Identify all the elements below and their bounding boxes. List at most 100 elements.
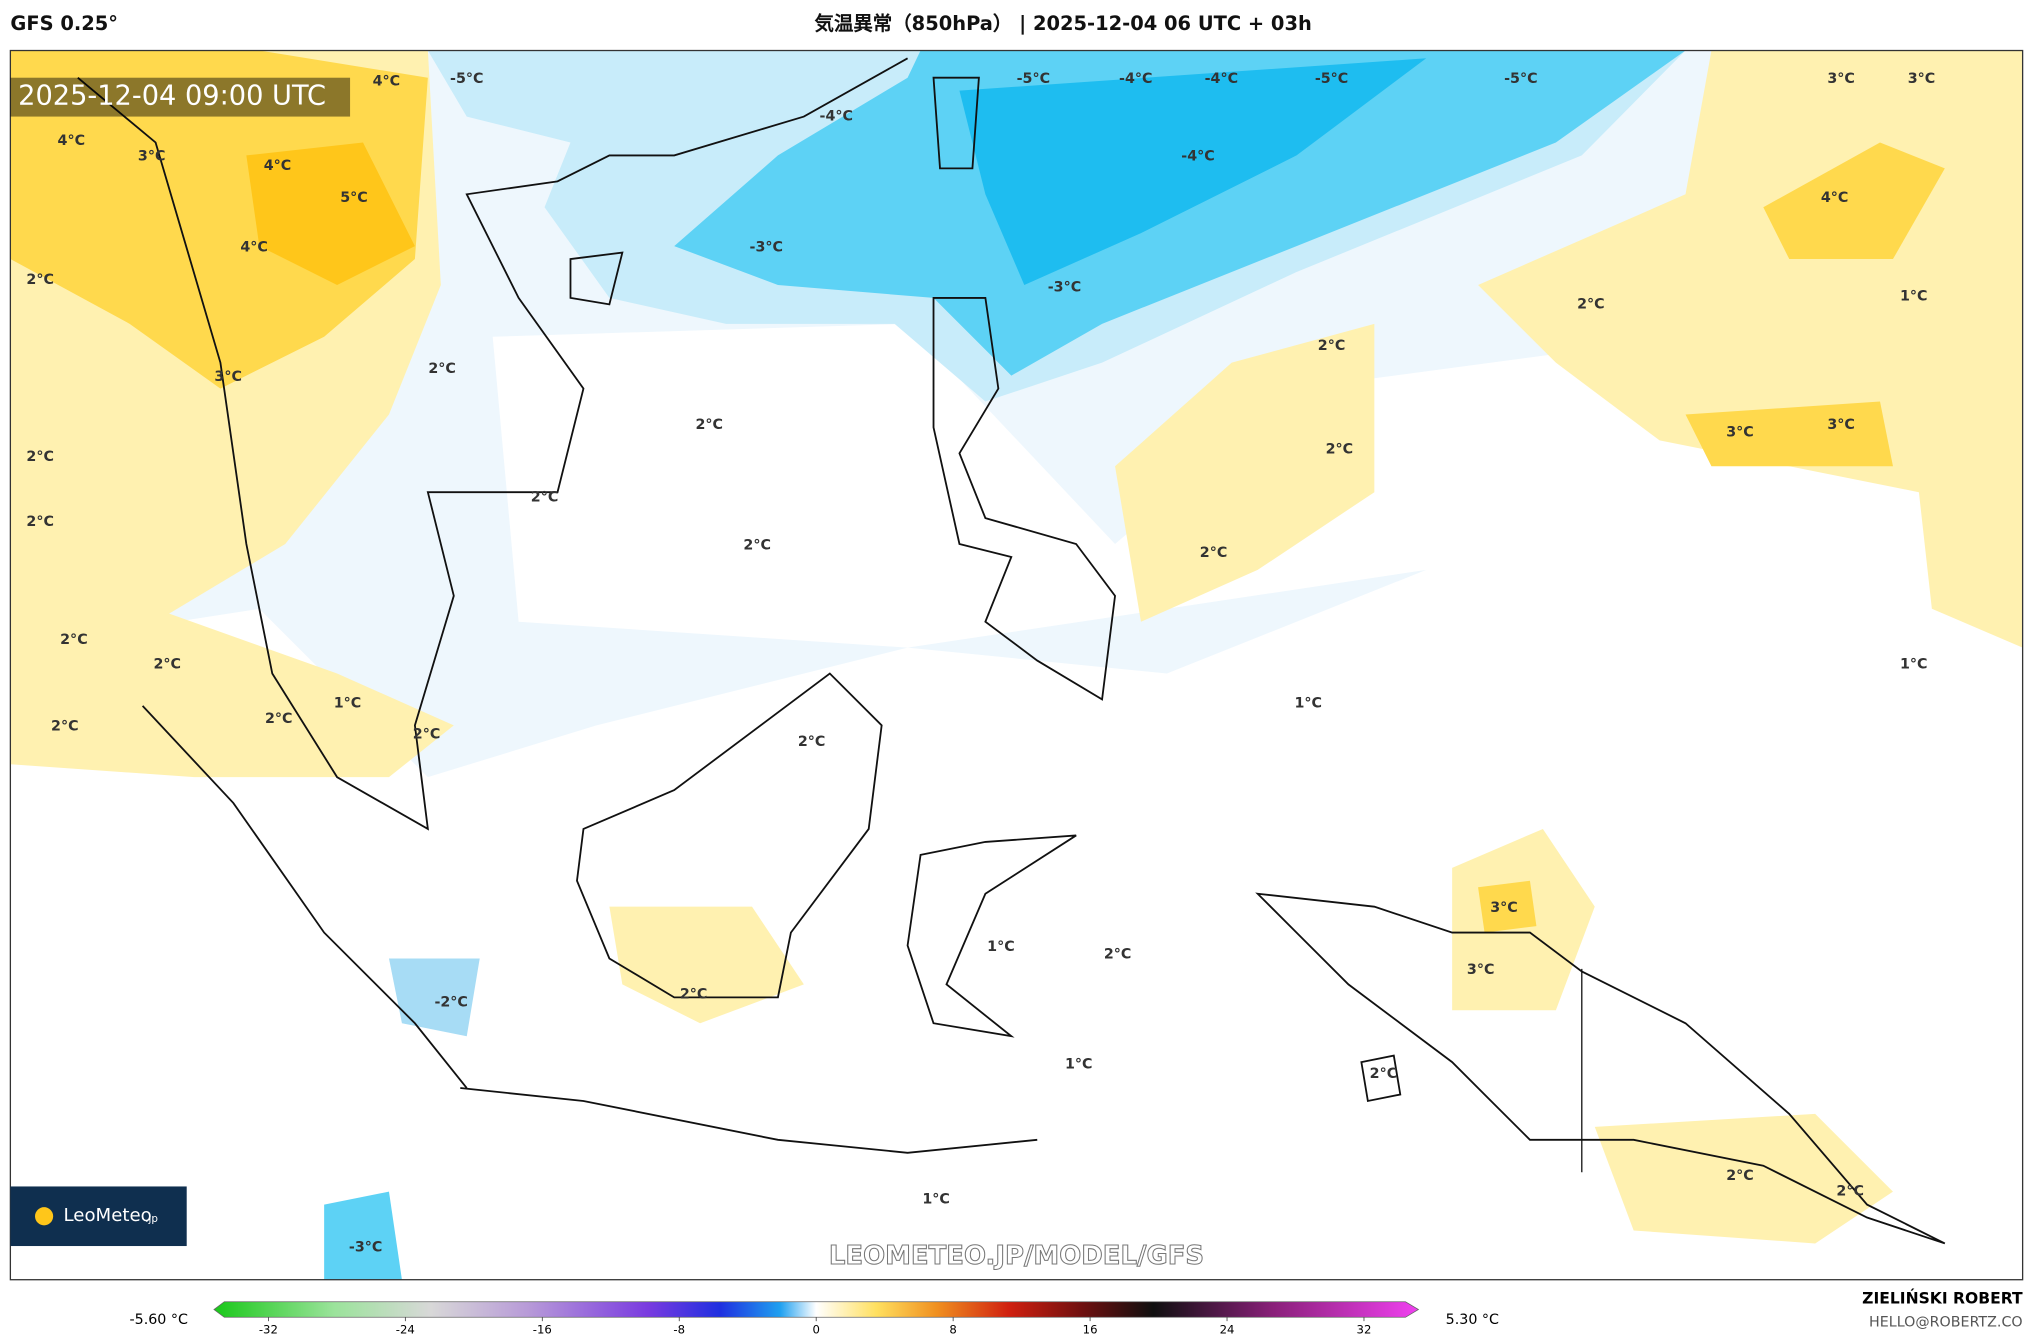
- contour-label: 2°C: [1318, 338, 1346, 354]
- warm-zone: [1115, 323, 1375, 622]
- model-name: GFS 0.25°: [10, 12, 118, 35]
- contour-label: 3°C: [1827, 417, 1855, 433]
- cold-zone: [324, 1191, 402, 1280]
- colorbar-tick-label: 8: [949, 1323, 956, 1337]
- watermark: LEOMETEO.JP/MODEL/GFS: [829, 1241, 1204, 1271]
- coastline: [906, 834, 1077, 1038]
- contour-label: 2°C: [680, 987, 708, 1003]
- coastline: [576, 672, 883, 999]
- chart-title: 気温異常（850hPa） | 2025-12-04 06 UTC + 03h: [815, 12, 1312, 35]
- contour-label: 2°C: [265, 711, 293, 727]
- contour-label: 4°C: [1821, 190, 1849, 206]
- colorbar-tick-label: 16: [1083, 1323, 1098, 1337]
- contour-label: -5°C: [1315, 71, 1348, 87]
- warm-zone: [10, 50, 428, 389]
- map-area: [10, 50, 2023, 1280]
- warm-zone: [609, 906, 804, 1024]
- contour-label: 2°C: [428, 361, 456, 377]
- contour-label: -4°C: [1205, 71, 1238, 87]
- contour-label: 4°C: [240, 239, 268, 255]
- contour-label: 2°C: [798, 734, 826, 750]
- contour-label: 4°C: [373, 74, 401, 90]
- timestamp: 2025-12-04 09:00 UTC: [18, 81, 326, 112]
- contour-label: -4°C: [820, 109, 853, 125]
- contour-label: 3°C: [214, 369, 242, 385]
- colorbar-tick-label: -16: [533, 1323, 552, 1337]
- contour-label: 2°C: [695, 417, 723, 433]
- logo-sun: [35, 1207, 54, 1226]
- contour-label: 2°C: [1326, 441, 1354, 457]
- contour-label: 1°C: [1065, 1057, 1093, 1073]
- contour-label: 1°C: [1900, 656, 1928, 672]
- timestamp-box: [10, 77, 351, 117]
- contour-label: 2°C: [1104, 947, 1132, 963]
- contour-label: 2°C: [153, 656, 181, 672]
- colorbar-tick-label: 32: [1357, 1323, 1372, 1337]
- neutral-zone: [10, 556, 2023, 1280]
- contour-label: 3°C: [138, 149, 166, 165]
- contour-label: 1°C: [922, 1191, 950, 1207]
- contour-label: -2°C: [434, 995, 467, 1011]
- contour-label: 2°C: [743, 537, 771, 553]
- contour-label: -3°C: [1048, 280, 1081, 296]
- warm-zone: [246, 142, 415, 285]
- colorbar-tick-label: 24: [1220, 1323, 1235, 1337]
- contour-label: 4°C: [264, 158, 292, 174]
- contour-label: 2°C: [1836, 1184, 1864, 1200]
- contour-label: 2°C: [531, 489, 559, 505]
- warm-zone: [1478, 880, 1537, 933]
- contour-label: 3°C: [1908, 71, 1936, 87]
- coastline: [932, 297, 1116, 701]
- coastline: [141, 705, 468, 1089]
- contour-label: 2°C: [1370, 1066, 1398, 1082]
- contour-label: -5°C: [1504, 71, 1537, 87]
- contour-label: -4°C: [1181, 149, 1214, 165]
- contour-label: 3°C: [1490, 900, 1518, 916]
- logo-suffix: .jp: [145, 1213, 158, 1225]
- contour-label: 2°C: [1577, 296, 1605, 312]
- colorbar-tick-label: 0: [812, 1323, 819, 1337]
- contour-label: 1°C: [987, 939, 1015, 955]
- contour-label: -4°C: [1119, 71, 1152, 87]
- contour-label: -3°C: [349, 1239, 382, 1255]
- contour-label: 2°C: [26, 514, 54, 530]
- contour-label: 5°C: [340, 190, 368, 206]
- contour-label: 2°C: [26, 272, 54, 288]
- contour-label: 2°C: [60, 632, 88, 648]
- coastline: [1255, 892, 1946, 1245]
- contour-label: 1°C: [1294, 695, 1322, 711]
- logo-name: LeoMeteo: [64, 1205, 152, 1226]
- warm-zone: [1763, 142, 1945, 260]
- coastlines: [77, 57, 1946, 1245]
- contour-label: 4°C: [58, 133, 86, 149]
- warm-zone: [1685, 401, 1893, 467]
- cold-zone: [959, 58, 1427, 285]
- contour-label: 2°C: [26, 449, 54, 465]
- colorbar-tick-label: -24: [396, 1323, 415, 1337]
- coastline: [77, 57, 909, 831]
- contour-label: 2°C: [1200, 545, 1228, 561]
- contour-label: 1°C: [334, 695, 362, 711]
- contour-label: -3°C: [750, 239, 783, 255]
- colorbar-tick-label: -32: [259, 1323, 278, 1337]
- colorbar: [213, 1301, 1420, 1318]
- contour-label: -5°C: [450, 71, 483, 87]
- coastline: [569, 251, 624, 306]
- colorbar-max: 5.30 °C: [1446, 1312, 1499, 1328]
- contour-label: 3°C: [1467, 962, 1495, 978]
- contour-label: 2°C: [51, 719, 79, 735]
- contour-label: 2°C: [413, 726, 441, 742]
- colorbar-min: -5.60 °C: [129, 1312, 188, 1328]
- contour-label: 1°C: [1900, 289, 1928, 305]
- contour-label: 2°C: [1726, 1168, 1754, 1184]
- coastline: [932, 76, 980, 170]
- contour-label: -5°C: [1017, 71, 1050, 87]
- contour-label: 3°C: [1726, 425, 1754, 441]
- credit-email: HELLO@ROBERTZ.CO: [1869, 1314, 2023, 1330]
- cold-zone: [388, 958, 480, 1037]
- map-frame: [9, 49, 2024, 1281]
- warm-zone: [10, 595, 454, 778]
- colorbar-ticks: -32 -24 -16 -8 0 8 16 24 32: [259, 1317, 1372, 1337]
